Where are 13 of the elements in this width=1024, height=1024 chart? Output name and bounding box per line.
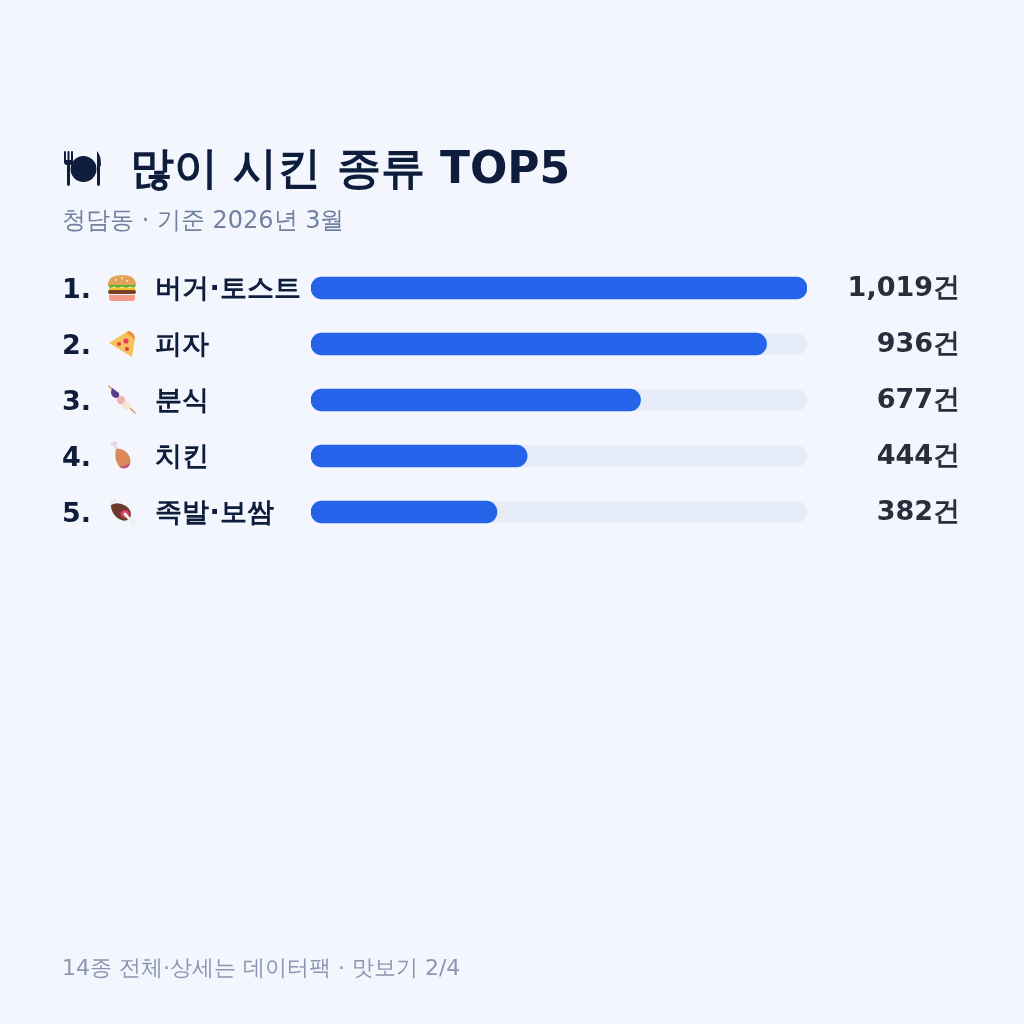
- text: 14종 전체·상세는 데이터팩 · 맛보기 2/4: [62, 954, 461, 982]
- data-label: 1,019건: [847, 271, 960, 303]
- category-label: 5. 족발·보쌈: [62, 496, 274, 528]
- data-label: 382건: [876, 495, 960, 527]
- data-label: 677건: [876, 383, 960, 415]
- category-label: 1. 버거·토스트: [62, 272, 301, 304]
- data-label: 444건: [876, 439, 960, 471]
- category-label: 4. 치킨: [62, 440, 210, 472]
- category-label: 2. 피자: [62, 328, 210, 360]
- category-label: 3. 분식: [62, 384, 210, 416]
- chart-title: 많이 시킨 종류 TOP5: [130, 140, 571, 195]
- data-label: 936건: [876, 327, 960, 359]
- chart-subtitle: 청담동 · 기준 2026년 3월: [62, 205, 345, 236]
